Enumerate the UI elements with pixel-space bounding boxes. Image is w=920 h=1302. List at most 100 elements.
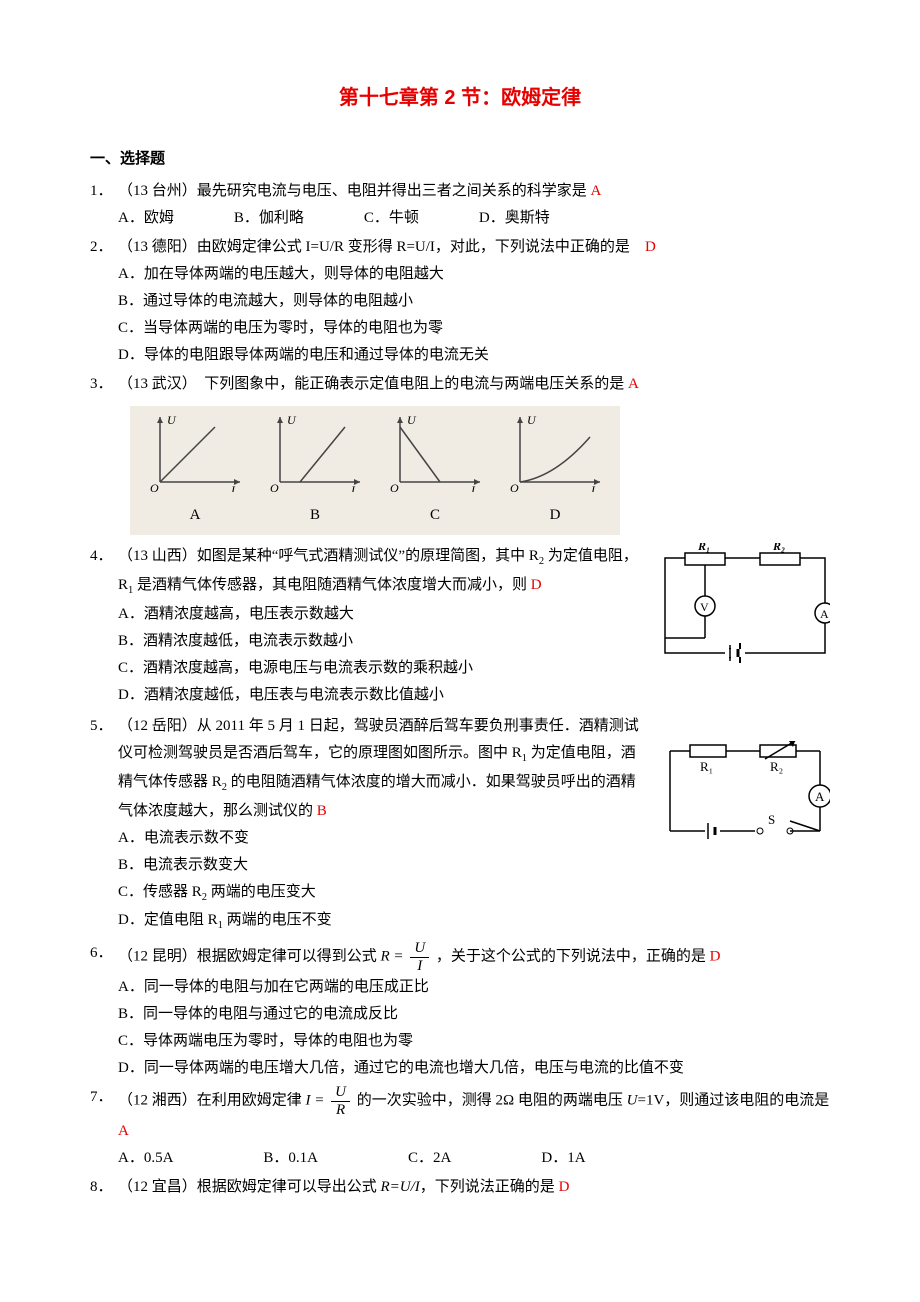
question-6: 6． （12 昆明）根据欧姆定律可以得到公式 R = UI ，关于这个公式的下列… [90, 940, 830, 1082]
q1-opt-b: B．伽利略 [234, 205, 304, 232]
q1-options: A．欧姆 B．伽利略 C．牛顿 D．奥斯特 [118, 205, 830, 232]
graph-a-label: A [140, 502, 250, 529]
graph-c-ylabel: U [407, 413, 417, 427]
q2-answer: D [645, 239, 656, 255]
q5-r1-label: R₁ [700, 759, 713, 774]
q4-stem-c: 是酒精气体传感器，其电阻随酒精气体浓度增大而减小，则 [133, 577, 531, 593]
q2-body: （13 德阳）由欧姆定律公式 I=U/R 变形得 R=U/I，对此，下列说法中正… [118, 234, 830, 369]
q1-opt-c: C．牛顿 [364, 205, 419, 232]
q3-graph-d: U I O D [500, 412, 610, 529]
q3-num: 3． [90, 371, 118, 398]
q5-r2-label: R₂ [770, 759, 783, 774]
q8-num: 8． [90, 1174, 118, 1201]
graph-d-ylabel: U [527, 413, 537, 427]
q5-body: （12 岳阳）从 2011 年 5 月 1 日起，驾驶员酒醉后驾车要负刑事责任．… [118, 713, 650, 937]
q6-formula-lhs: R = [381, 949, 404, 965]
q4-opt-c: C．酒精浓度越高，电源电压与电流表示数的乘积越小 [118, 655, 650, 682]
q5-a-label: A [815, 789, 825, 804]
q2-opt-c: C．当导体两端的电压为零时，导体的电阻也为零 [118, 315, 830, 342]
q3-body: （13 武汉） 下列图象中，能正确表示定值电阻上的电流与两端电压关系的是 A [118, 371, 830, 398]
graph-b-ylabel: U [287, 413, 297, 427]
q3-graphs: U I O A U I O B U I O C [130, 406, 620, 535]
svg-text:O: O [150, 481, 159, 492]
q7-stem-c: =1V，则通过该电阻的电流是 [637, 1093, 829, 1109]
q7-opt-c: C．2A [408, 1145, 451, 1172]
q4-body: （13 山西）如图是某种“呼气式酒精测试仪”的原理简图，其中 R2 为定值电阻，… [118, 543, 650, 709]
q8-stem-a: （12 宜昌）根据欧姆定律可以导出公式 [118, 1179, 381, 1195]
question-5: 5． （12 岳阳）从 2011 年 5 月 1 日起，驾驶员酒醉后驾车要负刑事… [90, 713, 650, 937]
q1-num: 1． [90, 178, 118, 205]
question-4: 4． （13 山西）如图是某种“呼气式酒精测试仪”的原理简图，其中 R2 为定值… [90, 543, 650, 709]
q4-opt-d: D．酒精浓度越低，电压表与电流表示数比值越小 [118, 682, 650, 709]
q5-opt-c: C．传感器 R2 两端的电压变大 [118, 879, 650, 908]
q6-stem-a: （12 昆明）根据欧姆定律可以得到公式 [118, 949, 381, 965]
q7-formula-lhs: I = [306, 1093, 325, 1109]
q4-a-label: A [820, 607, 829, 621]
graph-a-svg: U I O [145, 412, 245, 492]
q6-opt-b: B．同一导体的电阻与通过它的电流成反比 [118, 1001, 830, 1028]
q8-stem-b: ，下列说法正确的是 [420, 1179, 559, 1195]
q2-opt-b: B．通过导体的电流越大，则导体的电阻越小 [118, 288, 830, 315]
graph-b-label: B [260, 502, 370, 529]
q5-num: 5． [90, 713, 118, 740]
graph-d-label: D [500, 502, 610, 529]
q4-v-label: V [700, 600, 709, 614]
q4-r2-label: R₂ [772, 543, 785, 553]
q5-answer: B [317, 803, 327, 819]
q7-formula-frac: UR [331, 1084, 350, 1118]
graph-c-label: C [380, 502, 490, 529]
q1-stem: （13 台州）最先研究电流与电压、电阻并得出三者之间关系的科学家是 [118, 183, 591, 199]
q8-answer: D [559, 1179, 570, 1195]
q5-s-label: S [768, 812, 775, 827]
q7-options: A．0.5A B．0.1A C．2A D．1A [118, 1145, 830, 1172]
q6-num: 6． [90, 940, 118, 967]
graph-c-svg: U I O [385, 412, 485, 492]
q2-opt-d: D．导体的电阻跟导体两端的电压和通过导体的电流无关 [118, 342, 830, 369]
graph-b-svg: U I O [265, 412, 365, 492]
q6-opt-c: C．导体两端电压为零时，导体的电阻也为零 [118, 1028, 830, 1055]
question-1: 1． （13 台州）最先研究电流与电压、电阻并得出三者之间关系的科学家是 A A… [90, 178, 830, 232]
q6-opt-a: A．同一导体的电阻与加在它两端的电压成正比 [118, 974, 830, 1001]
question-7: 7． （12 湘西）在利用欧姆定律 I = UR 的一次实验中，测得 2Ω 电阻… [90, 1084, 830, 1172]
q1-body: （13 台州）最先研究电流与电压、电阻并得出三者之间关系的科学家是 A A．欧姆… [118, 178, 830, 232]
section-heading: 一、选择题 [90, 146, 830, 173]
question-3: 3． （13 武汉） 下列图象中，能正确表示定值电阻上的电流与两端电压关系的是 … [90, 371, 830, 398]
q6-formula-frac: UI [410, 940, 429, 974]
q8-rui: R=U/I [381, 1179, 420, 1195]
q5-opt-b: B．电流表示数变大 [118, 852, 650, 879]
q3-stem: （13 武汉） 下列图象中，能正确表示定值电阻上的电流与两端电压关系的是 [118, 376, 628, 392]
q4-opt-b: B．酒精浓度越低，电流表示数越小 [118, 628, 650, 655]
q7-num: 7． [90, 1084, 118, 1111]
svg-text:O: O [390, 481, 399, 492]
graph-d-svg: U I O [505, 412, 605, 492]
q1-answer: A [591, 183, 602, 199]
q1-opt-a: A．欧姆 [118, 205, 174, 232]
q3-graph-b: U I O B [260, 412, 370, 529]
q6-body: （12 昆明）根据欧姆定律可以得到公式 R = UI ，关于这个公式的下列说法中… [118, 940, 830, 1082]
q4-answer: D [531, 577, 542, 593]
q7-opt-a: A．0.5A [118, 1145, 173, 1172]
q7-stem-b: 的一次实验中，测得 2Ω 电阻的两端电压 [357, 1093, 627, 1109]
q6-stem-b: ，关于这个公式的下列说法中，正确的是 [436, 949, 710, 965]
q3-graph-a: U I O A [140, 412, 250, 529]
q7-stem-a: （12 湘西）在利用欧姆定律 [118, 1093, 306, 1109]
q4-num: 4． [90, 543, 118, 570]
svg-text:O: O [510, 481, 519, 492]
q5-opt-a: A．电流表示数不变 [118, 825, 650, 852]
q7-opt-b: B．0.1A [263, 1145, 318, 1172]
q6-opt-d: D．同一导体两端的电压增大几倍，通过它的电流也增大几倍，电压与电流的比值不变 [118, 1055, 830, 1082]
svg-text:O: O [270, 481, 279, 492]
q7-uvar: U [627, 1093, 638, 1109]
q7-answer: A [118, 1123, 129, 1139]
q3-graph-c: U I O C [380, 412, 490, 529]
question-8: 8． （12 宜昌）根据欧姆定律可以导出公式 R=U/I，下列说法正确的是 D [90, 1174, 830, 1201]
q1-opt-d: D．奥斯特 [479, 205, 550, 232]
page-title: 第十七章第 2 节：欧姆定律 [90, 80, 830, 116]
q5-circuit: R₁ R₂ A S [660, 741, 830, 851]
q4-r1-label: R₁ [697, 543, 710, 553]
q4-circuit: R₁ R₂ V A [660, 543, 830, 663]
q8-body: （12 宜昌）根据欧姆定律可以导出公式 R=U/I，下列说法正确的是 D [118, 1174, 830, 1201]
q4-opt-a: A．酒精浓度越高，电压表示数越大 [118, 601, 650, 628]
q7-opt-d: D．1A [541, 1145, 585, 1172]
graph-a-ylabel: U [167, 413, 177, 427]
